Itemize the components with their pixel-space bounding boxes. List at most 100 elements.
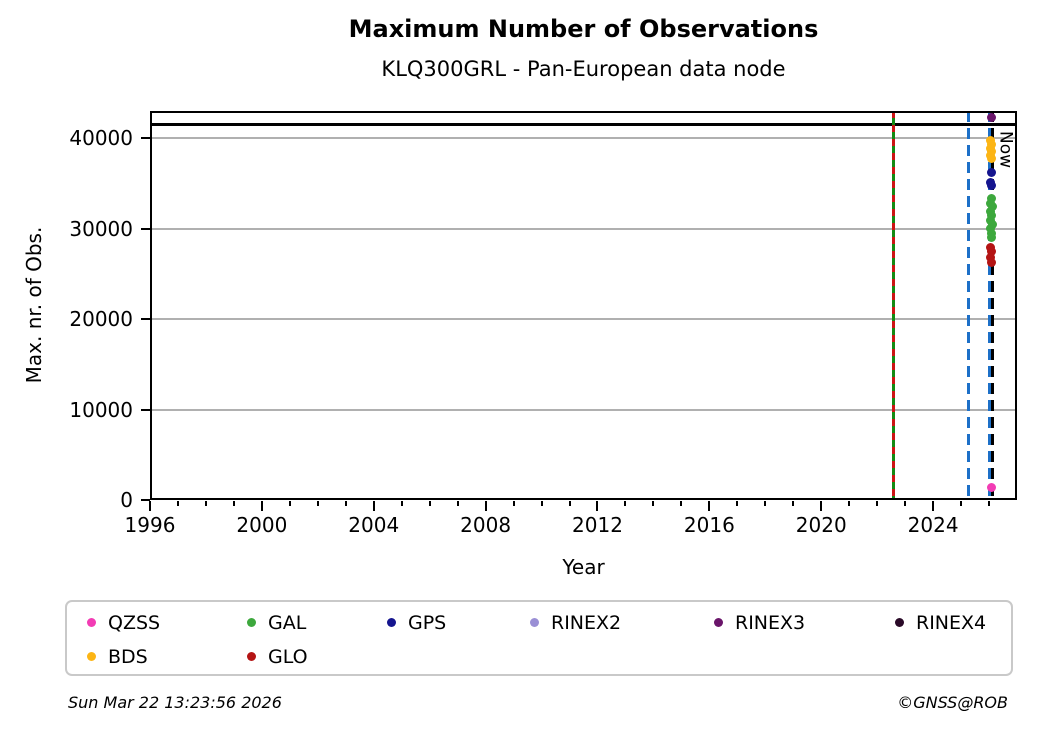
x-tick-label: 2024: [907, 513, 959, 537]
legend-item-glo: GLO: [247, 640, 387, 674]
now-label: Now: [995, 131, 1016, 169]
x-tick-major: [820, 501, 823, 511]
x-tick-minor: [540, 501, 543, 506]
max-reference-line: [150, 123, 1017, 127]
plot-frame: [150, 111, 1017, 500]
data-point-bds: [987, 153, 997, 163]
x-tick-label: 2004: [348, 513, 400, 537]
data-point-gal: [986, 224, 996, 234]
data-point-gal: [987, 219, 997, 229]
legend-label: GLO: [268, 645, 308, 668]
data-point-gal: [987, 228, 997, 238]
grid-line: [150, 227, 1017, 230]
data-point-gal: [986, 206, 996, 216]
y-tick-label: 0: [120, 488, 133, 512]
y-tick: [141, 227, 150, 230]
legend-label: GPS: [408, 611, 447, 634]
x-tick-minor: [204, 501, 207, 506]
x-tick-minor: [680, 501, 683, 506]
x-tick-minor: [288, 501, 291, 506]
x-tick-minor: [792, 501, 795, 506]
chart-subtitle: KLQ300GRL - Pan-European data node: [381, 57, 786, 81]
now-line: [990, 111, 994, 500]
data-point-glo: [987, 257, 997, 267]
x-tick-major: [484, 501, 487, 511]
x-tick-major: [372, 501, 375, 511]
y-tick-label: 10000: [69, 397, 133, 422]
data-point-glo: [986, 253, 996, 263]
x-tick-minor: [512, 501, 515, 506]
data-point-qzss: [986, 482, 996, 492]
y-axis-label: Max. nr. of Obs.: [22, 226, 46, 384]
plot-area: Now: [150, 111, 1017, 500]
x-tick-minor: [624, 501, 627, 506]
blue-dashed-line-1: [966, 111, 970, 500]
data-point-gal: [986, 233, 996, 243]
x-tick-minor: [176, 501, 179, 506]
qzss-marker-icon: [87, 618, 96, 627]
legend-item-rinex4: RINEX4: [895, 606, 1011, 640]
x-tick-major: [596, 501, 599, 511]
x-tick-major: [149, 501, 151, 511]
x-tick-label: 2000: [236, 513, 288, 537]
data-point-rinex3: [986, 112, 996, 122]
y-tick: [141, 137, 150, 140]
x-tick-minor: [344, 501, 347, 506]
y-tick-label: 30000: [69, 216, 133, 241]
rinex2-marker-icon: [530, 618, 539, 627]
data-point-gal: [987, 211, 997, 221]
legend-item-rinex2: RINEX2: [530, 606, 714, 640]
y-tick: [141, 499, 150, 501]
y-tick: [141, 318, 150, 321]
bds-marker-icon: [87, 652, 96, 661]
legend-label: RINEX2: [551, 611, 622, 634]
legend-item-gps: GPS: [387, 606, 530, 640]
x-tick-minor: [848, 501, 851, 506]
grid-line: [150, 408, 1017, 411]
x-tick-minor: [568, 501, 571, 506]
gps-marker-icon: [387, 618, 396, 627]
x-tick-minor: [988, 501, 991, 506]
x-tick-major: [932, 501, 935, 511]
data-point-gal: [986, 194, 996, 204]
legend-item-rinex3: RINEX3: [714, 606, 895, 640]
legend-label: BDS: [108, 645, 148, 668]
x-tick-label: 1996: [124, 513, 176, 537]
x-tick-minor: [764, 501, 767, 506]
copyright-credit: ©GNSS@ROB: [897, 693, 1008, 712]
y-tick-label: 40000: [69, 126, 133, 151]
data-point-gps: [987, 180, 997, 190]
grid-line: [150, 137, 1017, 140]
x-tick-label: 2020: [795, 513, 847, 537]
rinex3-marker-icon: [714, 618, 723, 627]
data-point-gps: [987, 168, 997, 178]
x-tick-minor: [876, 501, 879, 506]
data-point-glo: [987, 246, 997, 256]
legend-label: RINEX4: [916, 611, 987, 634]
x-axis-label: Year: [562, 555, 605, 579]
legend: QZSS GAL GPS RINEX2 RINEX3 RINEX4 BDS GLO: [65, 600, 1013, 676]
red-dashed-overlay-line: [892, 111, 896, 500]
legend-item-qzss: QZSS: [87, 606, 247, 640]
x-tick-minor: [400, 501, 403, 506]
data-point-gal: [987, 202, 997, 212]
grid-line: [150, 318, 1017, 321]
glo-marker-icon: [247, 652, 256, 661]
legend-label: GAL: [268, 611, 307, 634]
rinex4-marker-icon: [895, 618, 904, 627]
x-tick-minor: [456, 501, 459, 506]
legend-label: RINEX3: [735, 611, 806, 634]
x-tick-minor: [316, 501, 319, 506]
legend-item-bds: BDS: [87, 640, 247, 674]
chart-title: Maximum Number of Observations: [348, 15, 819, 43]
x-tick-minor: [232, 501, 235, 506]
x-tick-label: 2016: [683, 513, 735, 537]
x-tick-label: 2012: [572, 513, 623, 537]
x-tick-minor: [428, 501, 431, 506]
x-tick-label: 2008: [460, 513, 512, 537]
x-tick-minor: [904, 501, 907, 506]
x-tick-major: [708, 501, 711, 511]
y-tick-label: 20000: [69, 307, 133, 332]
x-tick-major: [260, 501, 263, 511]
